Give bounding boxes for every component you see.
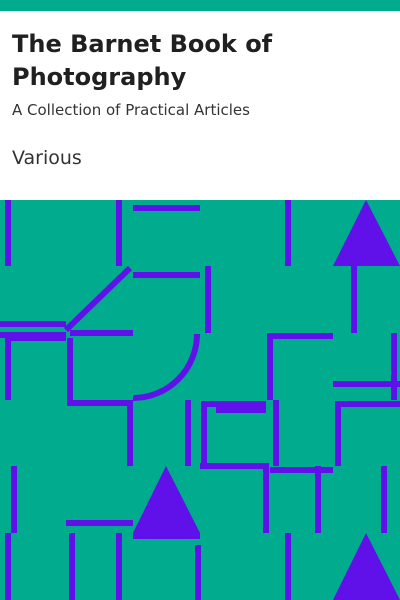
book-author: Various	[12, 147, 82, 169]
book-title: The Barnet Book of Photography	[12, 30, 273, 91]
book-subtitle: A Collection of Practical Articles	[12, 101, 250, 119]
triangle-bottom-right	[333, 533, 400, 600]
pattern-lines	[0, 200, 400, 600]
cover-pattern-art	[0, 200, 400, 600]
triangle-bottom-center	[133, 466, 200, 533]
pattern-triangles	[133, 200, 400, 600]
top-color-bar	[0, 0, 400, 11]
triangle-top-right	[333, 200, 400, 266]
